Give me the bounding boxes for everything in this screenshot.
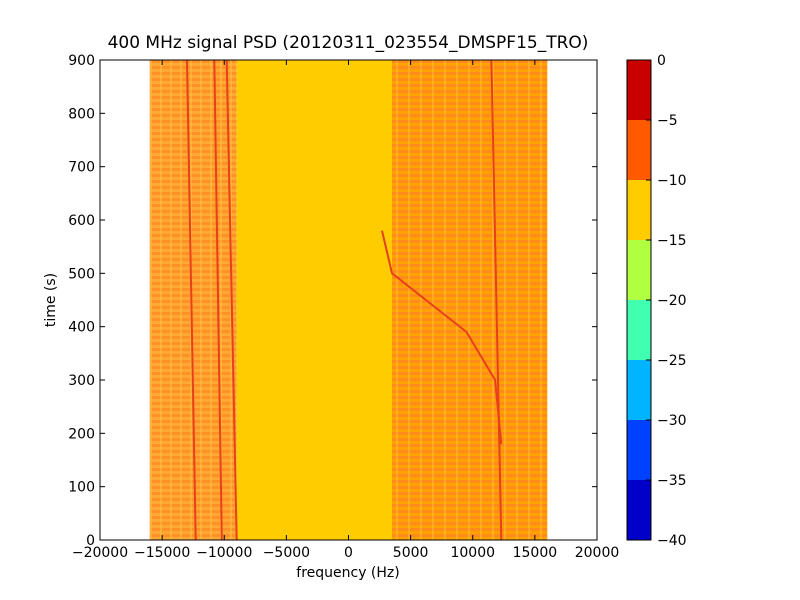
y-axis-label: time (s) <box>43 273 59 327</box>
x-tick-label: 0 <box>344 545 353 561</box>
x-axis-label: frequency (Hz) <box>296 565 399 581</box>
x-tick-label: 5000 <box>393 545 429 561</box>
y-tick-label: 400 <box>68 320 95 336</box>
x-tick-label: −10000 <box>196 545 252 561</box>
colorbar-swatch <box>627 480 651 540</box>
x-tick-label: 20000 <box>575 545 620 561</box>
y-tick-label: 0 <box>86 533 95 549</box>
x-axis: −20000 −15000 −10000 −5000 0 5000 10000 15000 20… <box>72 60 619 561</box>
x-tick-label: 10000 <box>450 545 495 561</box>
colorbar-swatch <box>627 240 651 300</box>
x-tick-label: −20000 <box>72 545 128 561</box>
x-tick-label: 15000 <box>513 545 558 561</box>
signal-trace <box>225 59 238 541</box>
colorbar-tick-label: −25 <box>657 353 687 369</box>
x-tick-label: −15000 <box>134 545 190 561</box>
colorbar-swatch <box>627 300 651 360</box>
colorbar-tick-label: −10 <box>657 173 687 189</box>
y-tick-label: 600 <box>68 213 95 229</box>
colorbar-tick-label: −15 <box>657 233 687 249</box>
heatmap-regions <box>149 60 548 540</box>
y-tick-label: 700 <box>68 160 95 176</box>
colorbar-tick-label: 0 <box>657 53 666 69</box>
colorbar-swatch <box>627 120 651 180</box>
heatmap-region <box>236 60 392 540</box>
signal-trace <box>490 59 503 541</box>
x-tick-label: −5000 <box>263 545 310 561</box>
y-axis: 0 100 200 300 400 500 600 700 800 900 <box>68 53 597 549</box>
y-tick-label: 900 <box>68 53 95 69</box>
colorbar-tick-label: −35 <box>657 473 687 489</box>
y-tick-label: 800 <box>68 106 95 122</box>
y-tick-label: 500 <box>68 266 95 282</box>
y-tick-label: 200 <box>68 426 95 442</box>
colorbar-tick-label: −5 <box>657 113 678 129</box>
colorbar-tick-label: −20 <box>657 293 687 309</box>
heatmap-region <box>391 60 548 540</box>
colorbar-swatch <box>627 60 651 120</box>
y-tick-label: 300 <box>68 373 95 389</box>
colorbar-tick-label: −30 <box>657 413 687 429</box>
signal-trace <box>213 59 223 541</box>
colorbar-swatch <box>627 180 651 240</box>
heatmap-region <box>149 60 237 540</box>
colorbar-tick-label: −40 <box>657 533 687 549</box>
colorbar: −40 −35 −30 −25 −20 −15 −10 −5 0 <box>626 53 687 549</box>
chart-title: 400 MHz signal PSD (20120311_023554_DMSP… <box>108 33 589 53</box>
colorbar-swatch <box>627 420 651 480</box>
y-tick-label: 100 <box>68 480 95 496</box>
colorbar-swatch <box>627 360 651 420</box>
heatmap-traces <box>186 59 503 541</box>
signal-trace <box>381 230 503 445</box>
signal-trace <box>186 59 197 541</box>
